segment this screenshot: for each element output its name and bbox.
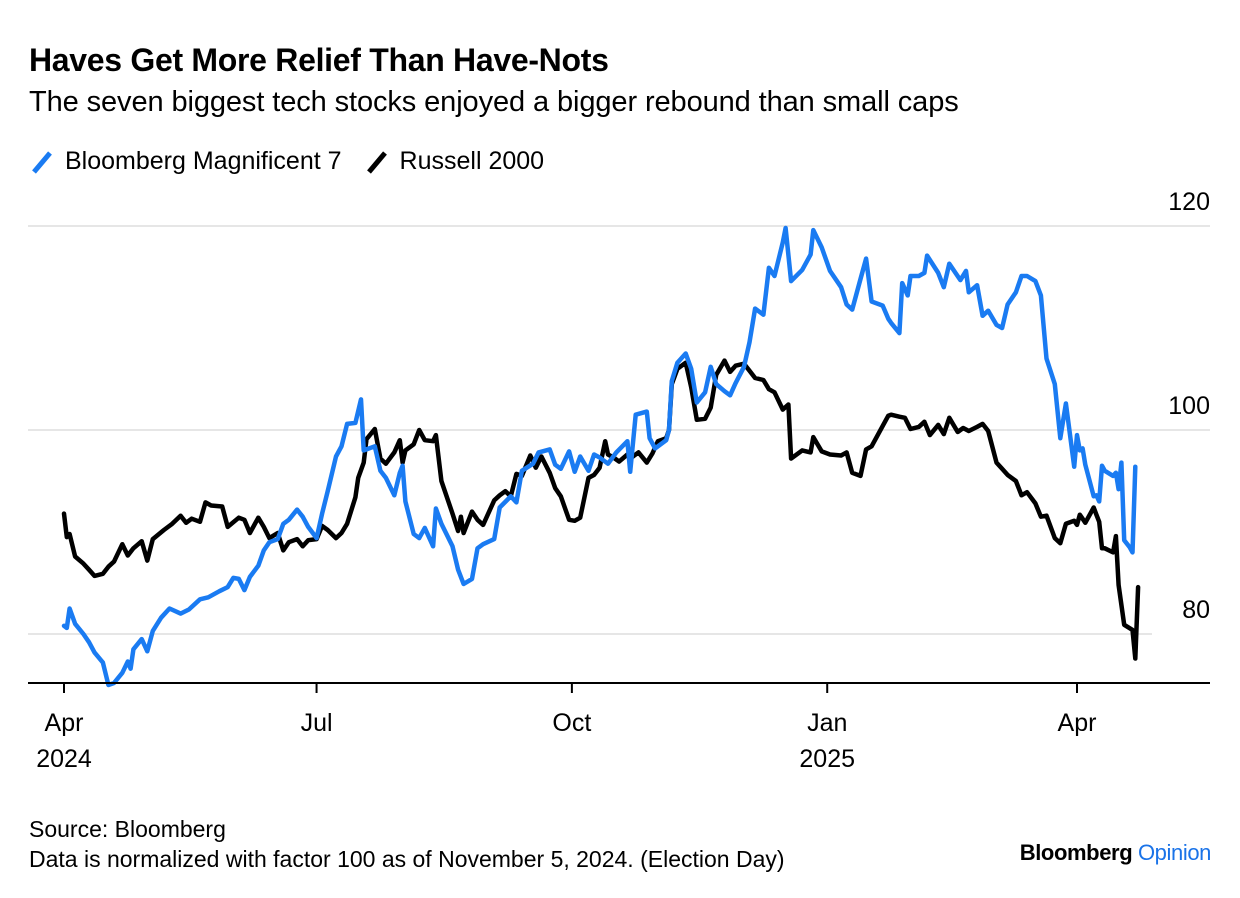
x-tick-year-2025-01-01: 2025 — [799, 745, 855, 773]
source-note: Source: Bloomberg — [29, 816, 226, 842]
chart-subtitle: The seven biggest tech stocks enjoyed a … — [29, 86, 959, 118]
x-tick-label-2024-10-01: Oct — [552, 709, 591, 737]
y-tick-label-80: 80 — [1182, 596, 1210, 624]
x-tick-year-2024-04-01: 2024 — [36, 745, 92, 773]
legend-label-russell: Russell 2000 — [399, 147, 545, 175]
x-tick-label-2024-07-01: Jul — [301, 709, 333, 737]
x-tick-label-2024-04-01: Apr — [45, 709, 84, 737]
legend-swatch-mag7-icon — [32, 150, 52, 174]
series-line-magnificent-7 — [61, 225, 1138, 688]
bloomberg-opinion-logo: Bloomberg Opinion — [1019, 840, 1212, 866]
legend-swatch-russell-icon — [366, 150, 387, 174]
gridlines — [28, 225, 1210, 635]
footer: Source: Bloomberg Data is normalized wit… — [29, 814, 785, 874]
normalization-note: Data is normalized with factor 100 as of… — [29, 846, 785, 872]
legend-label-mag7: Bloomberg Magnificent 7 — [65, 147, 342, 175]
chart-title: Haves Get More Relief Than Have-Nots — [29, 42, 609, 78]
x-tick-label-2025-04-01: Apr — [1058, 709, 1097, 737]
legend: Bloomberg Magnificent 7 Russell 2000 — [29, 147, 566, 176]
y-tick-label-100: 100 — [1168, 392, 1210, 420]
legend-item-mag7: Bloomberg Magnificent 7 — [29, 147, 342, 176]
logo-brand: Bloomberg — [1019, 840, 1133, 865]
x-axis: Apr 2024 Jul Oct Jan 2025 Apr — [28, 682, 1210, 773]
series-line-russell-2000 — [61, 358, 1141, 661]
logo-section: Opinion — [1137, 840, 1211, 865]
y-tick-label-120: 120 — [1168, 188, 1210, 216]
series-lines — [61, 225, 1141, 688]
y-axis-labels: 80 100 120 — [1168, 188, 1210, 624]
x-tick-label-2025-01-01: Jan — [807, 709, 847, 737]
legend-item-russell: Russell 2000 — [364, 147, 545, 176]
